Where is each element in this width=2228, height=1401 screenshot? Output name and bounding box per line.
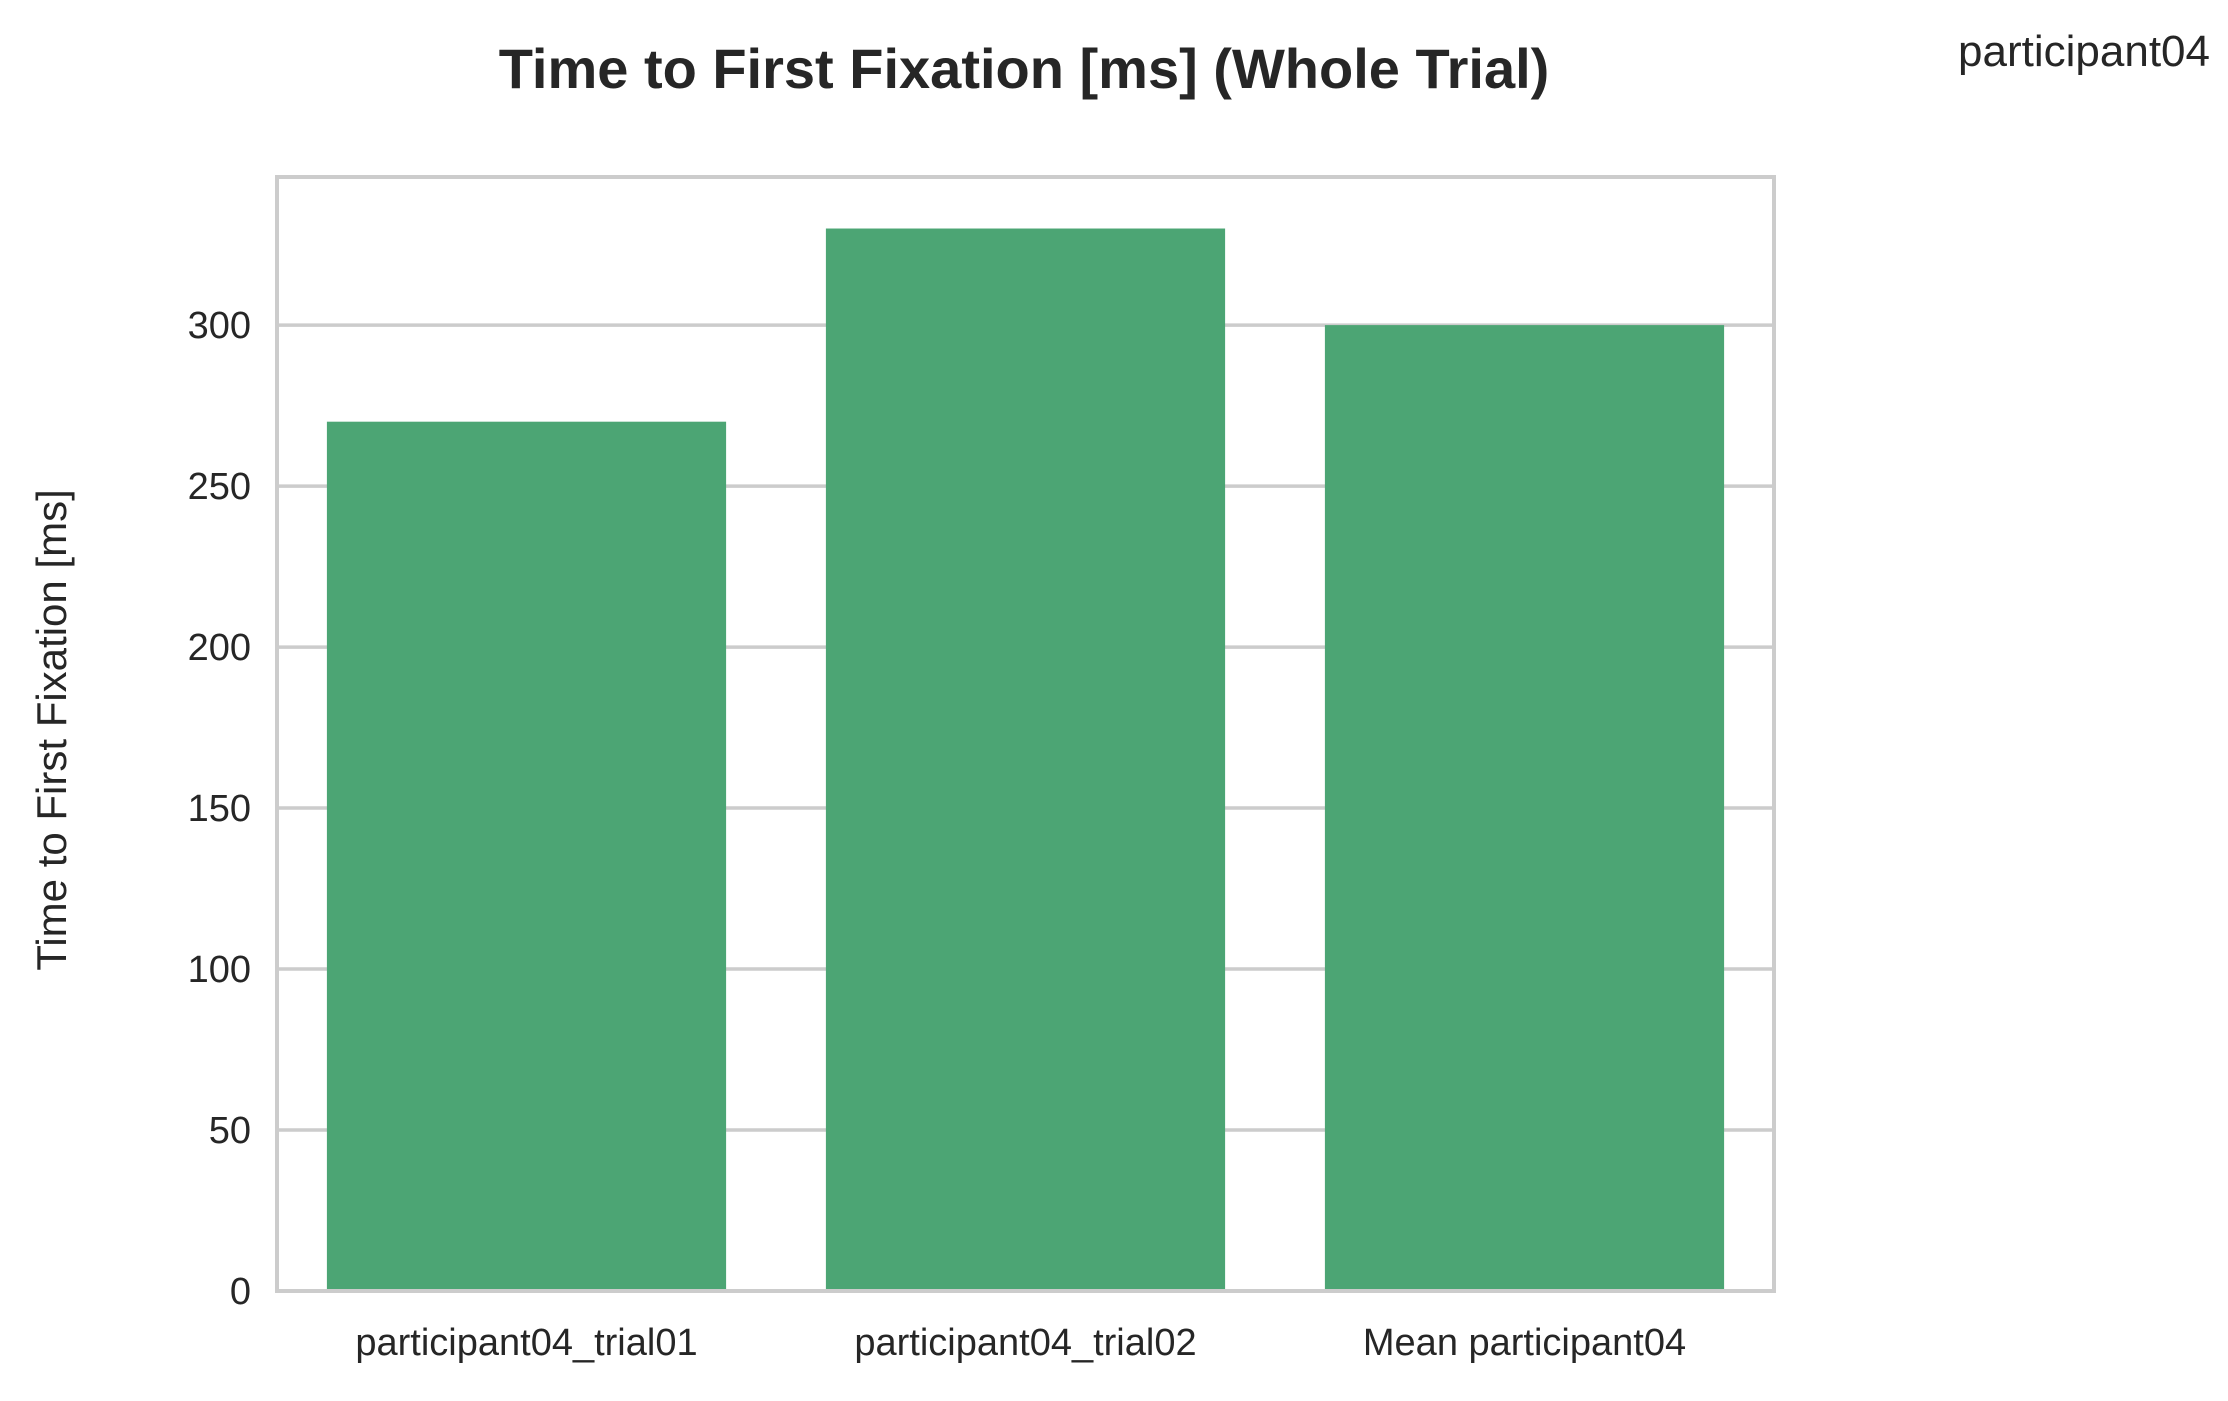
bar <box>1324 325 1725 1292</box>
y-tick-label: 100 <box>188 949 251 991</box>
chart-title: Time to First Fixation [ms] (Whole Trial… <box>499 37 1550 100</box>
y-tick-label: 200 <box>188 627 251 669</box>
y-tick-label: 300 <box>188 305 251 347</box>
plot-area-frame <box>275 175 1776 1293</box>
x-tick-label: participant04_trial02 <box>854 1322 1196 1364</box>
x-tick-label: Mean participant04 <box>1363 1322 1686 1364</box>
bar <box>326 421 727 1292</box>
y-tick-label: 50 <box>209 1110 251 1152</box>
y-tick-label: 0 <box>230 1271 251 1313</box>
bar <box>825 228 1226 1292</box>
bar-layer <box>326 228 1725 1292</box>
tick-layer: 0 50 100 150 200 250 300 participant04_trial01 p… <box>188 305 1687 1364</box>
y-tick-label: 150 <box>188 788 251 830</box>
participant-label: participant04 <box>1958 27 2210 76</box>
x-tick-label: participant04_trial01 <box>355 1322 697 1364</box>
y-axis-label: Time to First Fixation [ms] <box>28 489 75 971</box>
y-tick-label: 250 <box>188 466 251 508</box>
